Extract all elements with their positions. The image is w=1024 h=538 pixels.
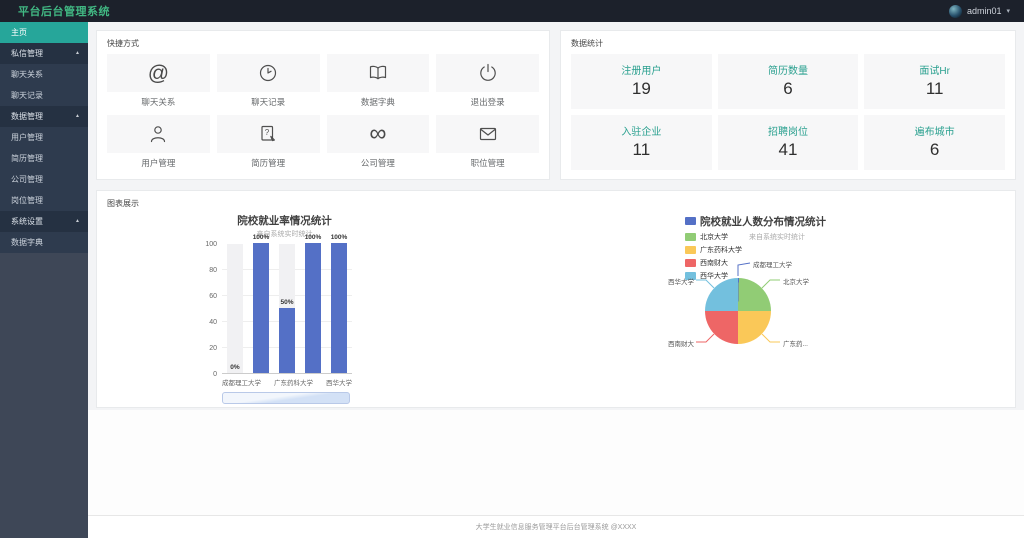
- top-bar: 平台后台管理系统 admin01 ▾: [0, 0, 1024, 22]
- pie-legend-item-beijing[interactable]: 北京大学: [685, 233, 826, 241]
- stats-grid: 注册用户 19 简历数量 6 面试Hr 11 入驻企业 11 招聘岗位 41: [561, 54, 1015, 170]
- shortcut-label: 聊天关系: [141, 97, 176, 107]
- svg-text:?: ?: [265, 128, 270, 137]
- pie-label-lines: [696, 262, 780, 343]
- user-avatar[interactable]: [948, 4, 962, 18]
- shortcut-label: 简历管理: [251, 158, 286, 168]
- caret-down-icon: ▾: [1006, 8, 1010, 15]
- stats-panel-title: 数据统计: [571, 39, 603, 48]
- pie-legend-item-xinancaida[interactable]: 西南财大: [685, 259, 826, 267]
- shortcut-logout[interactable]: 退出登录: [436, 54, 539, 113]
- charts-panel-title: 图表展示: [107, 199, 139, 208]
- pie-legend-item-chengdu[interactable]: 院校就业人数分布情况统计: [685, 215, 826, 228]
- pie-chart-subtitle: 来自系统实时统计: [749, 234, 805, 241]
- bar-xinan-caida[interactable]: 100%: [300, 234, 326, 373]
- resume-icon: ?: [261, 125, 276, 142]
- bar-chart-title: 院校就业率情况统计: [237, 215, 332, 227]
- shortcut-companies[interactable]: ∞ 公司管理: [326, 115, 430, 174]
- sidebar-group-data[interactable]: 数据管理 ▲: [0, 106, 88, 127]
- pie-callout-guangdong: 广东药...: [783, 341, 808, 348]
- pie-legend-item-guangdong[interactable]: 广东药科大学: [685, 246, 826, 254]
- pie-legend: 院校就业人数分布情况统计 北京大学 广东药科大学 西南财大: [685, 215, 826, 285]
- stat-card-companies: 入驻企业 11: [571, 115, 712, 170]
- stat-card-interview-hr: 面试Hr 11: [864, 54, 1005, 109]
- stat-card-registered-users: 注册用户 19: [571, 54, 712, 109]
- datazoom-slider[interactable]: [222, 392, 350, 404]
- main-content: 快捷方式 @ 聊天关系 聊天记录 数据字典 退出登录: [88, 22, 1024, 538]
- sidebar-item-chat-relations[interactable]: 聊天关系: [0, 64, 88, 85]
- stat-card-job-positions: 招聘岗位 41: [717, 115, 859, 170]
- power-icon: [479, 63, 496, 81]
- shortcut-label: 公司管理: [360, 158, 395, 168]
- sidebar-item-chat-logs[interactable]: 聊天记录: [0, 85, 88, 106]
- app-title: 平台后台管理系统: [18, 6, 110, 18]
- shortcut-label: 职位管理: [470, 158, 505, 168]
- bar-beijing-daxue[interactable]: 100%: [248, 234, 274, 373]
- shortcut-dictionary[interactable]: 数据字典: [326, 54, 430, 113]
- sidebar-item-dictionary[interactable]: 数据字典: [0, 232, 88, 253]
- footer-text: 大学生就业信息服务管理平台后台管理系统 @XXXX: [88, 515, 1024, 538]
- shortcut-chat-relations[interactable]: @ 聊天关系: [107, 54, 210, 113]
- bar-chart-y-axis: 100 80 60 40 20 0: [205, 241, 217, 378]
- infinity-icon: ∞: [369, 120, 387, 147]
- bar-chart-x-axis: 成都理工大学 广东药科大学 西华大学: [222, 380, 352, 387]
- collapse-arrow-icon: ▲: [75, 50, 80, 56]
- user-icon: [151, 126, 166, 143]
- sidebar-item-resumes[interactable]: 简历管理: [0, 148, 88, 169]
- stat-card-resume-count: 简历数量 6: [717, 54, 859, 109]
- charts-panel: 图表展示 院校就业率情况统计 来自系统实时统计 100 80 60 40 20 …: [96, 190, 1016, 408]
- sidebar-group-messages[interactable]: 私信管理 ▲: [0, 43, 88, 64]
- sidebar-item-positions[interactable]: 岗位管理: [0, 190, 88, 211]
- bar-guangdong-yaoke[interactable]: 50%: [274, 244, 300, 373]
- stats-panel: 数据统计 注册用户 19 简历数量 6 面试Hr 11 入驻企业 11: [560, 30, 1016, 180]
- pie-chart-title: 院校就业人数分布情况统计: [700, 215, 826, 228]
- shortcut-resumes[interactable]: ? 简历管理: [216, 115, 320, 174]
- collapse-arrow-icon: ▲: [75, 113, 80, 119]
- pie-legend-item-xihua[interactable]: 西华大学: [685, 272, 826, 280]
- user-menu[interactable]: admin01 ▾: [948, 4, 1010, 18]
- sidebar-item-users[interactable]: 用户管理: [0, 127, 88, 148]
- pie-callout-chengdu: 成都理工大学: [753, 262, 792, 269]
- shortcut-label: 聊天记录: [251, 97, 286, 107]
- shortcuts-grid: @ 聊天关系 聊天记录 数据字典 退出登录 用户管理: [97, 54, 549, 174]
- shortcut-label: 数据字典: [360, 97, 395, 107]
- employment-rate-bar-chart: 院校就业率情况统计 来自系统实时统计 100 80 60 40 20 0: [192, 213, 377, 404]
- pie-callout-beijing: 北京大学: [783, 279, 809, 286]
- at-icon: @: [147, 61, 170, 85]
- bar-chart-plot-area: 0% 100% 50%: [222, 234, 352, 374]
- pie-circle[interactable]: [705, 278, 771, 344]
- shortcut-users[interactable]: 用户管理: [107, 115, 210, 174]
- sidebar-item-companies[interactable]: 公司管理: [0, 169, 88, 190]
- clock-icon: [260, 64, 277, 82]
- shortcuts-panel: 快捷方式 @ 聊天关系 聊天记录 数据字典 退出登录: [96, 30, 550, 180]
- sidebar: 主页 私信管理 ▲ 聊天关系 聊天记录 数据管理 ▲ 用户管理 简历管理 公司管理 …: [0, 22, 88, 538]
- sidebar-item-home[interactable]: 主页: [0, 22, 88, 43]
- username: admin01: [966, 6, 1002, 16]
- bar-chart-subtitle: 来自系统实时统计: [256, 231, 313, 238]
- bar-xihua-daxue[interactable]: 100%: [326, 234, 352, 373]
- bar-chengdu-ligong[interactable]: 0%: [222, 244, 248, 373]
- book-icon: [369, 65, 386, 80]
- collapse-arrow-icon: ▲: [75, 218, 80, 224]
- stat-card-cities: 遍布城市 6: [864, 115, 1005, 170]
- pie-callout-xihua: 西华大学: [668, 279, 694, 286]
- employment-distribution-pie-chart: 院校就业人数分布情况统计 北京大学 广东药科大学 西南财大: [577, 201, 1017, 401]
- pie-callout-xinancaida: 西南财大: [668, 341, 694, 348]
- sidebar-group-settings[interactable]: 系统设置 ▲: [0, 211, 88, 232]
- mail-icon: [479, 127, 496, 141]
- shortcut-chat-logs[interactable]: 聊天记录: [216, 54, 320, 113]
- shortcut-label: 用户管理: [141, 158, 176, 168]
- shortcuts-panel-title: 快捷方式: [107, 39, 139, 48]
- shortcut-label: 退出登录: [470, 97, 505, 107]
- shortcut-positions[interactable]: 职位管理: [436, 115, 539, 174]
